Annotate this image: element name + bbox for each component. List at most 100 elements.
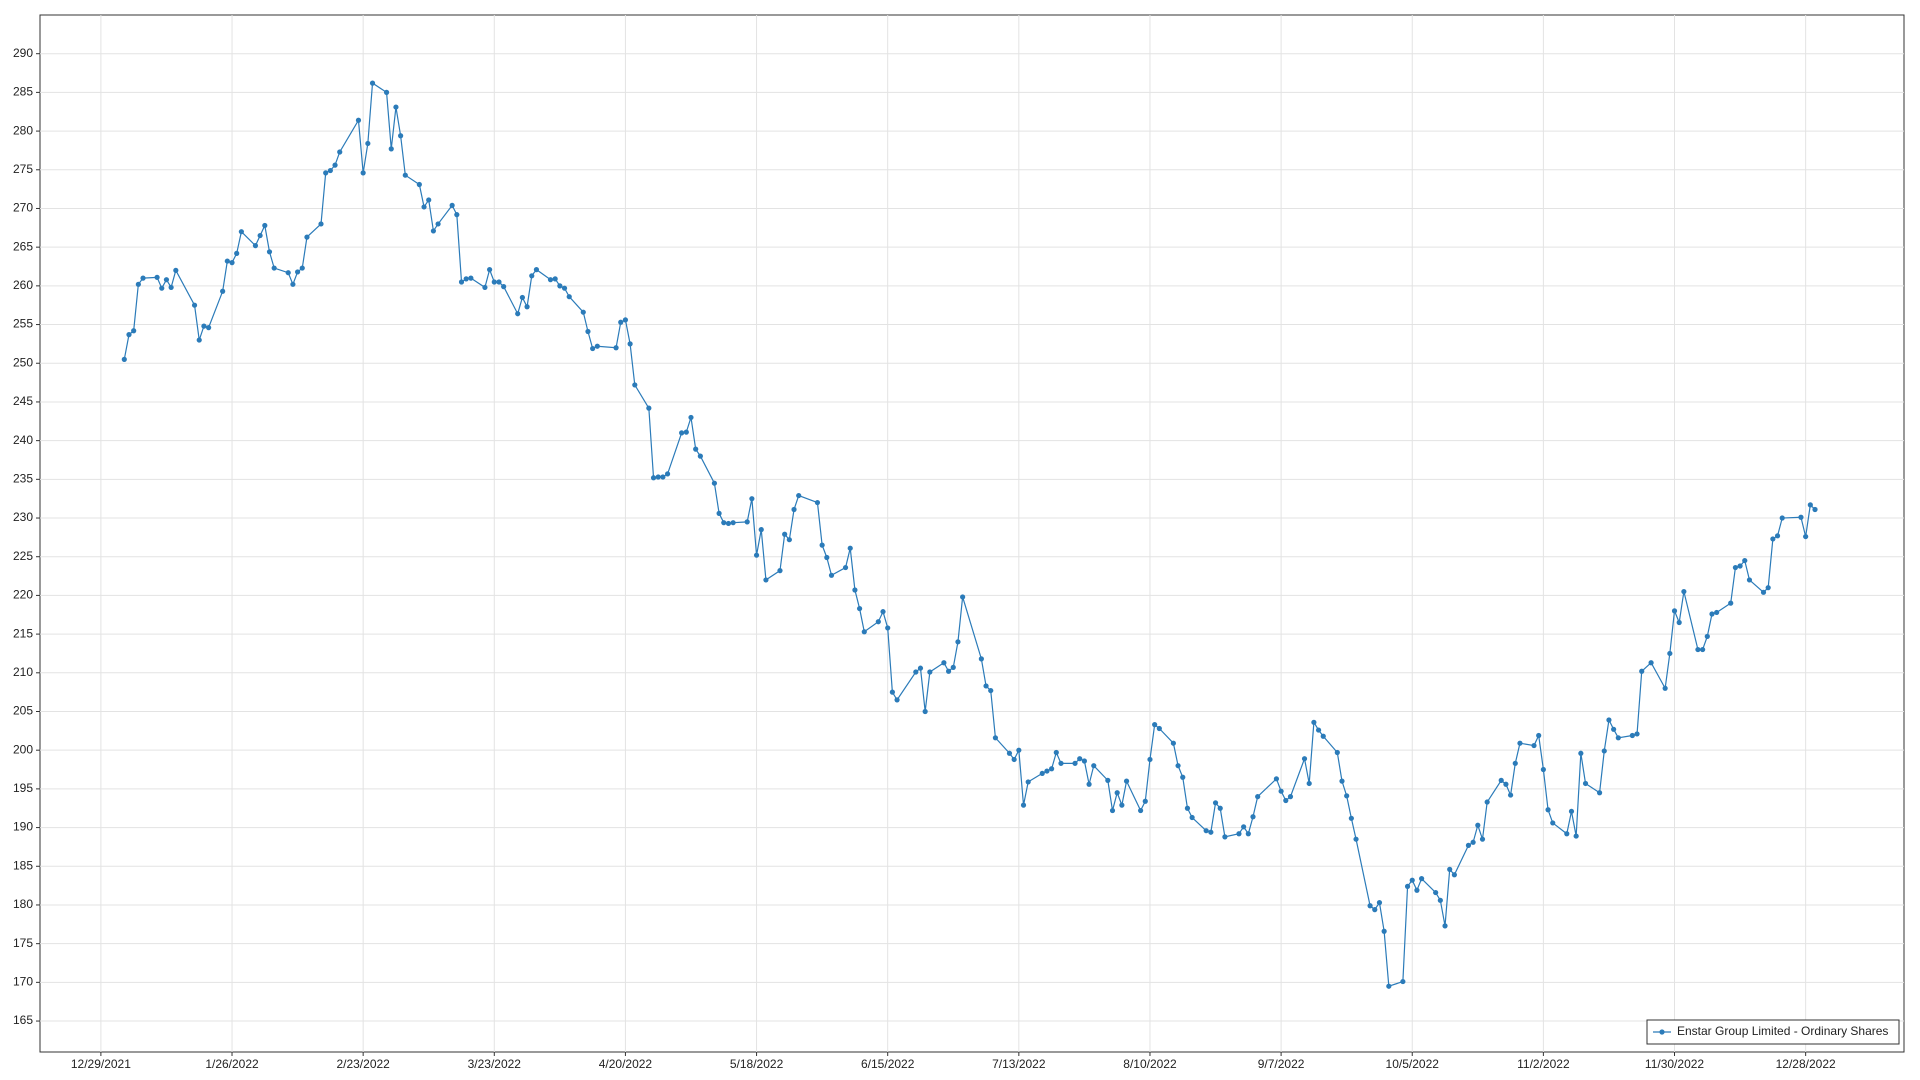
point <box>1540 766 1546 773</box>
point <box>206 325 212 331</box>
point <box>1025 779 1031 785</box>
point <box>1058 760 1064 766</box>
point <box>454 212 460 218</box>
point <box>1760 589 1767 595</box>
point <box>1091 763 1097 769</box>
y-tick-label: 220 <box>13 588 33 602</box>
point <box>1676 619 1682 626</box>
y-tick-label: 255 <box>13 317 33 331</box>
point <box>1479 836 1486 842</box>
point <box>590 345 596 352</box>
point <box>782 531 788 537</box>
point <box>1484 799 1490 805</box>
point <box>1671 608 1678 614</box>
point <box>1203 828 1209 834</box>
point <box>1372 907 1378 913</box>
point <box>1507 792 1514 798</box>
point <box>388 146 394 152</box>
point <box>622 317 629 323</box>
point <box>501 284 507 290</box>
point <box>917 665 924 671</box>
point <box>360 170 366 176</box>
point <box>1077 756 1083 762</box>
point <box>646 405 652 411</box>
point <box>1568 808 1575 814</box>
point <box>922 708 928 715</box>
point <box>1320 733 1326 739</box>
point <box>140 275 146 281</box>
line <box>123 82 1816 988</box>
point <box>1419 876 1425 882</box>
point <box>1011 756 1017 763</box>
point <box>1470 839 1476 845</box>
point <box>650 475 657 481</box>
point <box>744 519 750 525</box>
point <box>725 520 732 527</box>
x-tick-label: 1/26/2022 <box>205 1057 259 1071</box>
point <box>758 527 764 533</box>
point <box>889 689 895 695</box>
point <box>1498 777 1504 783</box>
plot-frame <box>39 14 1905 1053</box>
y-tick-label: 190 <box>13 820 33 834</box>
point <box>697 453 703 459</box>
point <box>1311 719 1317 725</box>
point <box>1039 770 1045 777</box>
point <box>1728 600 1734 606</box>
point <box>355 117 362 123</box>
point <box>552 276 558 282</box>
point <box>688 414 694 421</box>
point <box>416 181 422 188</box>
x-tick-label: 10/5/2022 <box>1386 1057 1440 1071</box>
point <box>1596 790 1603 796</box>
point <box>220 288 226 294</box>
point <box>1212 800 1219 806</box>
point <box>1779 515 1785 521</box>
point <box>1020 802 1027 808</box>
y-tick-label: 245 <box>13 394 33 408</box>
point <box>1339 778 1345 784</box>
point <box>1208 829 1214 835</box>
point <box>201 323 207 329</box>
point <box>1109 807 1116 814</box>
point <box>1105 777 1111 783</box>
y-tick-label: 225 <box>13 549 33 563</box>
point <box>814 499 821 506</box>
point <box>1503 781 1509 787</box>
point <box>791 506 797 513</box>
point <box>1086 781 1092 787</box>
point <box>1774 533 1781 539</box>
point <box>262 222 268 229</box>
point <box>711 480 718 486</box>
y-tick-label: 185 <box>13 858 33 872</box>
point <box>1582 780 1589 787</box>
point <box>1245 831 1251 837</box>
point <box>1147 756 1153 763</box>
point <box>463 276 469 282</box>
point <box>1081 758 1088 764</box>
point <box>271 265 277 271</box>
point <box>191 302 198 308</box>
point <box>468 275 474 281</box>
point <box>533 267 540 273</box>
grid <box>40 15 1904 1052</box>
x-tick-label: 12/29/2021 <box>71 1057 131 1071</box>
point <box>1287 794 1294 800</box>
point <box>1241 824 1247 830</box>
point <box>1184 805 1191 811</box>
point <box>786 537 792 543</box>
x-tick-label: 6/15/2022 <box>861 1057 915 1071</box>
point <box>693 446 699 452</box>
point <box>1437 897 1443 903</box>
point <box>618 319 624 325</box>
point <box>266 249 273 255</box>
point <box>828 572 835 578</box>
point <box>323 170 329 176</box>
point <box>1114 790 1120 796</box>
point <box>842 564 849 571</box>
point <box>1742 557 1748 564</box>
point <box>566 294 572 300</box>
point <box>861 629 867 635</box>
point <box>131 328 137 334</box>
point <box>1812 506 1818 513</box>
